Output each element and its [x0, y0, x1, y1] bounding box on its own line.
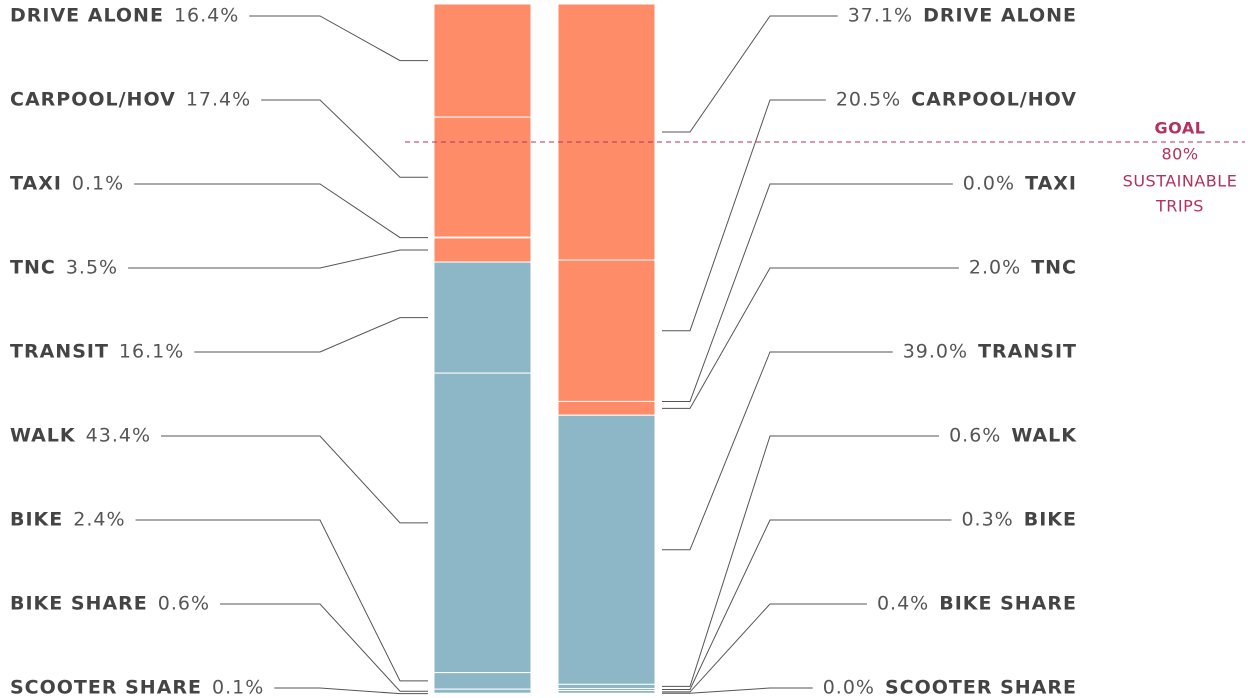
value-label: 43.4%	[86, 425, 151, 447]
leader-line	[161, 435, 428, 524]
leader-line	[662, 351, 893, 551]
value-label: 16.1%	[119, 341, 184, 363]
leader-line	[662, 603, 867, 693]
segment	[557, 690, 656, 694]
category-label: WALK	[10, 425, 76, 447]
goal-text: SUSTAINABLE	[1123, 172, 1238, 191]
value-label: 0.1%	[72, 173, 124, 195]
category-label: DRIVE ALONE	[10, 5, 164, 27]
category-label: TAXI	[10, 173, 62, 195]
leader-line	[274, 687, 428, 695]
category-label: TRANSIT	[978, 341, 1077, 363]
goal-label: GOAL	[1155, 119, 1206, 138]
leader-line	[134, 183, 428, 239]
value-label: 0.1%	[212, 677, 264, 698]
value-label: 0.6%	[158, 593, 210, 615]
segment	[433, 692, 532, 695]
segment	[433, 688, 532, 694]
value-label: 0.0%	[963, 173, 1015, 195]
leader-line	[662, 435, 940, 687]
segment	[433, 116, 532, 238]
leader-line	[662, 687, 813, 694]
segment	[433, 672, 532, 690]
leader-line	[194, 317, 428, 353]
leader-line	[261, 99, 428, 178]
value-label: 16.4%	[174, 5, 239, 27]
leader-line	[662, 15, 838, 133]
segment	[557, 683, 656, 689]
value-label: 20.5%	[836, 89, 901, 111]
category-label: BIKE SHARE	[939, 593, 1077, 615]
segment	[557, 259, 656, 402]
value-label: 0.6%	[949, 425, 1001, 447]
value-label: 0.0%	[823, 677, 875, 698]
leader-line	[220, 603, 428, 692]
value-label: 0.3%	[961, 509, 1013, 531]
category-label: WALK	[1011, 425, 1077, 447]
category-label: DRIVE ALONE	[923, 5, 1077, 27]
category-label: SCOOTER SHARE	[10, 677, 202, 698]
value-label: 0.4%	[877, 593, 929, 615]
segment	[433, 237, 532, 263]
category-label: BIKE	[10, 509, 63, 531]
value-label: 2.4%	[73, 509, 125, 531]
value-label: 37.1%	[848, 5, 913, 27]
segment	[433, 3, 532, 118]
leader-line	[662, 99, 826, 332]
category-label: TNC	[1031, 257, 1077, 279]
category-label: BIKE SHARE	[10, 593, 148, 615]
leader-line	[128, 249, 428, 269]
leader-line	[662, 519, 952, 691]
category-label: CARPOOL/HOV	[10, 89, 176, 111]
goal-value: 80%	[1161, 145, 1198, 164]
value-label: 17.4%	[186, 89, 251, 111]
category-label: BIKE	[1024, 509, 1077, 531]
value-label: 39.0%	[903, 341, 968, 363]
value-label: 3.5%	[66, 257, 118, 279]
leader-line	[249, 15, 428, 62]
category-label: TRANSIT	[10, 341, 109, 363]
value-label: 2.0%	[969, 257, 1021, 279]
segment	[557, 414, 656, 685]
segment	[557, 400, 656, 416]
leader-line	[662, 267, 959, 409]
leader-line	[135, 519, 428, 682]
category-label: TNC	[10, 257, 56, 279]
goal-text: TRIPS	[1155, 197, 1204, 216]
segment	[433, 261, 532, 374]
segment	[557, 3, 656, 261]
category-label: SCOOTER SHARE	[885, 677, 1077, 698]
segment	[433, 372, 532, 674]
category-label: TAXI	[1025, 173, 1077, 195]
leader-line	[662, 183, 953, 402]
category-label: CARPOOL/HOV	[911, 89, 1077, 111]
